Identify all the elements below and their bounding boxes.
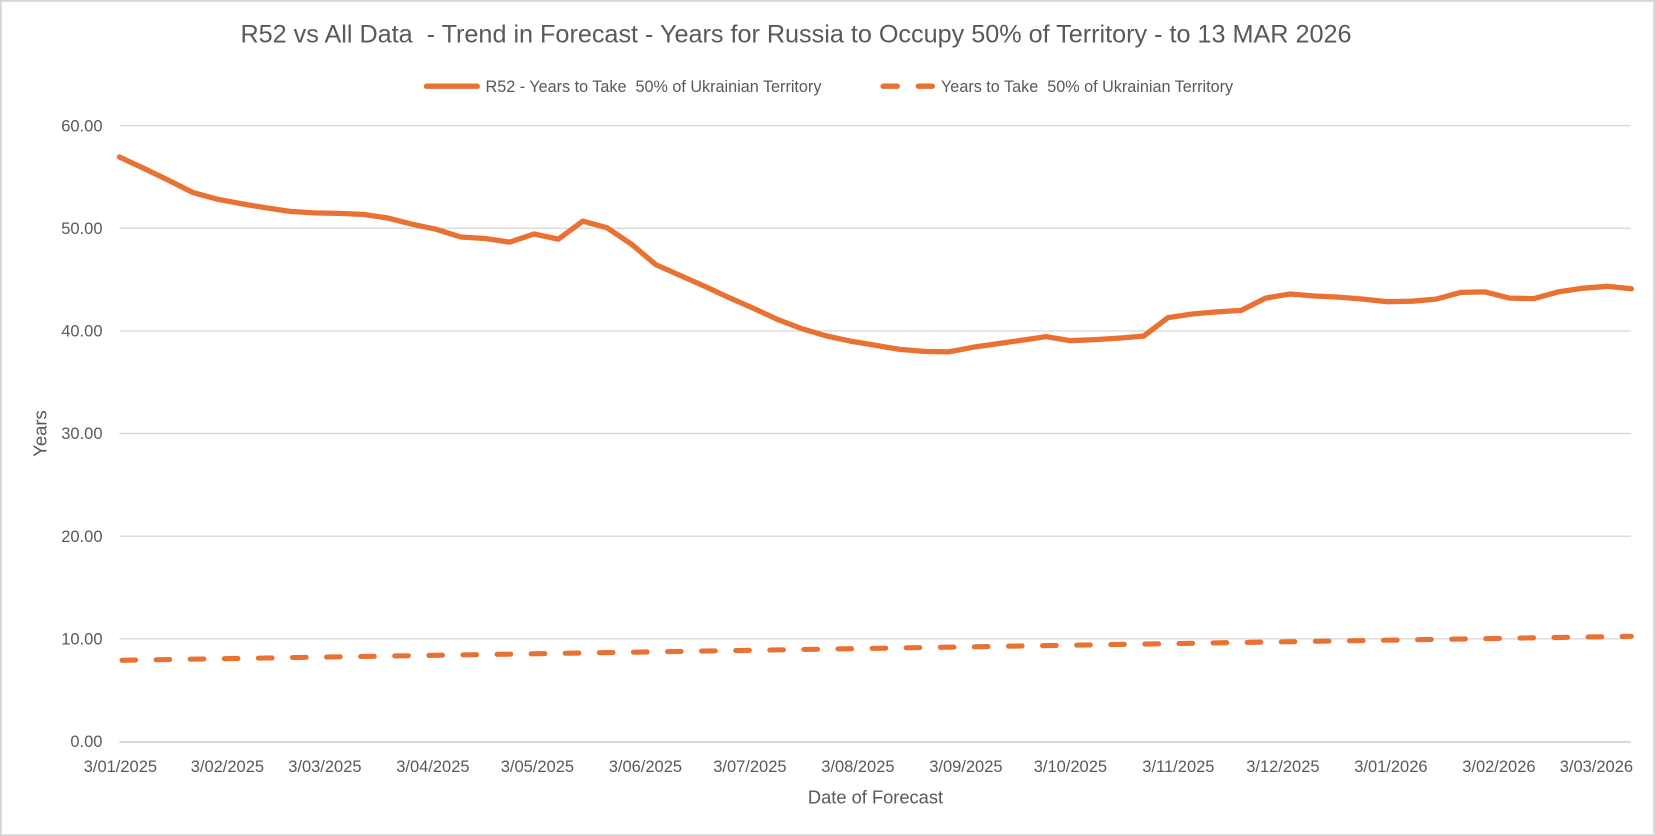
- svg-text:0.00: 0.00: [70, 733, 102, 751]
- svg-text:30.00: 30.00: [61, 425, 102, 443]
- svg-text:60.00: 60.00: [61, 117, 102, 135]
- svg-text:3/01/2026: 3/01/2026: [1354, 758, 1427, 776]
- svg-text:3/03/2025: 3/03/2025: [288, 758, 361, 776]
- svg-text:3/06/2025: 3/06/2025: [609, 758, 682, 776]
- svg-text:3/03/2026: 3/03/2026: [1560, 758, 1633, 776]
- svg-text:3/07/2025: 3/07/2025: [713, 758, 786, 776]
- svg-text:Years: Years: [30, 410, 51, 457]
- svg-text:3/08/2025: 3/08/2025: [821, 758, 894, 776]
- svg-text:R52 vs All Data - Trend in Fo: R52 vs All Data - Trend in Forecast - Ye…: [240, 20, 1351, 48]
- svg-text:Years to Take 50% of Ukrainia: Years to Take 50% of Ukrainian Territory: [941, 78, 1234, 96]
- svg-text:3/10/2025: 3/10/2025: [1034, 758, 1107, 776]
- svg-text:3/11/2025: 3/11/2025: [1142, 758, 1214, 776]
- svg-text:3/01/2025: 3/01/2025: [84, 758, 157, 776]
- svg-text:3/12/2025: 3/12/2025: [1246, 758, 1319, 776]
- svg-text:3/02/2025: 3/02/2025: [191, 758, 264, 776]
- svg-text:3/05/2025: 3/05/2025: [501, 758, 574, 776]
- svg-text:3/02/2026: 3/02/2026: [1462, 758, 1535, 776]
- svg-text:40.00: 40.00: [61, 323, 102, 341]
- svg-text:3/09/2025: 3/09/2025: [929, 758, 1002, 776]
- svg-text:20.00: 20.00: [61, 528, 102, 546]
- svg-text:50.00: 50.00: [61, 220, 102, 238]
- svg-text:R52 - Years to Take 50% of Uk: R52 - Years to Take 50% of Ukrainian Ter…: [486, 78, 823, 96]
- svg-text:Date of Forecast: Date of Forecast: [808, 786, 943, 807]
- svg-text:3/04/2025: 3/04/2025: [396, 758, 469, 776]
- svg-text:10.00: 10.00: [61, 630, 102, 648]
